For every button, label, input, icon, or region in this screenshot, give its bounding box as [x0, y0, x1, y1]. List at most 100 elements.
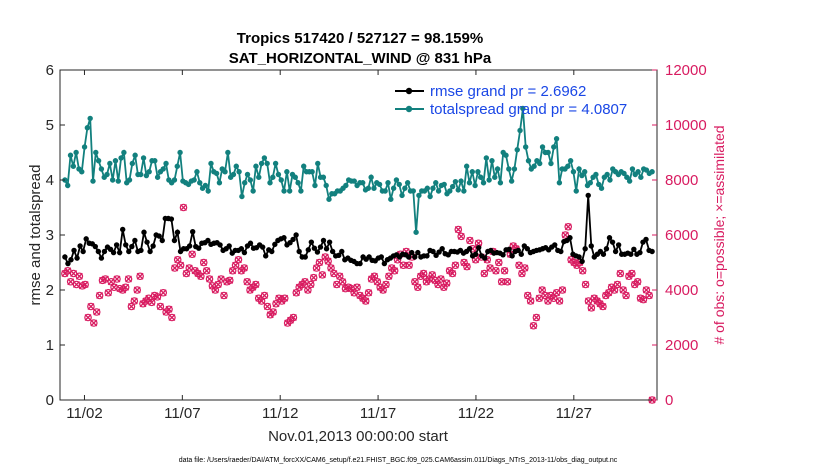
obs-assimilated-point	[81, 281, 89, 288]
rmse-point	[147, 248, 153, 255]
rmse-point	[123, 242, 129, 248]
rmse-point	[637, 249, 643, 256]
rmse-point	[68, 257, 74, 263]
obs-possible-point	[87, 302, 95, 311]
obs-assimilated-point	[301, 278, 309, 286]
obs-assimilated-point	[240, 264, 248, 272]
obs-possible-point	[309, 273, 318, 282]
totalspread-point	[402, 185, 408, 191]
rmse-point	[77, 243, 83, 249]
totalspread-point	[416, 192, 422, 199]
totalspread-point	[576, 166, 582, 172]
rmse-point	[415, 249, 421, 256]
totalspread-point	[466, 180, 473, 186]
obs-possible-point	[628, 269, 636, 278]
chart-title-line2: SAT_HORIZONTAL_WIND @ 831 hPa	[229, 50, 492, 67]
obs-assimilated-point	[451, 261, 459, 269]
totalspread-point	[455, 187, 461, 193]
totalspread-point	[461, 188, 467, 194]
obs-possible-point	[581, 280, 590, 289]
rmse-point	[293, 232, 299, 238]
obs-assimilated-point	[333, 281, 341, 288]
obs-possible-point	[124, 275, 133, 283]
rmse-point	[628, 251, 634, 257]
totalspread-point	[323, 182, 329, 189]
totalspread-point	[404, 180, 411, 186]
obs-assimilated-point	[530, 322, 537, 330]
obs-possible-point	[353, 283, 361, 292]
y-right-tick-label: 12000	[665, 62, 707, 79]
obs-possible-point	[90, 319, 98, 327]
obs-assimilated-point	[440, 283, 448, 291]
y-tick-label: 2	[46, 282, 54, 299]
data-file-footer: data file: /Users/raeder/DAI/ATM_forcXX/…	[179, 457, 618, 464]
totalspread-point	[475, 169, 481, 175]
totalspread-point	[202, 182, 209, 189]
obs-assimilated-point	[457, 232, 465, 240]
rmse-point	[472, 251, 479, 257]
obs-possible-point	[500, 266, 509, 275]
obs-assimilated-point	[125, 275, 132, 283]
plot-area	[60, 70, 657, 400]
totalspread-point	[556, 180, 563, 186]
rmse-point	[308, 239, 315, 245]
totalspread-point	[121, 149, 127, 156]
rmse-point	[567, 235, 573, 241]
rmse-point	[132, 237, 138, 244]
obs-assimilated-point	[405, 261, 413, 269]
rmse-point	[409, 249, 415, 256]
y-right-tick-label: 6000	[665, 227, 698, 244]
obs-possible-point	[497, 277, 506, 286]
obs-assimilated-point	[73, 281, 80, 288]
rmse-point	[196, 245, 202, 251]
totalspread-point	[463, 163, 470, 169]
x-tick-label: 11/22	[458, 405, 494, 422]
totalspread-point	[388, 196, 394, 202]
rmse-point	[65, 260, 71, 267]
totalspread-point	[143, 172, 150, 179]
obs-possible-point	[526, 297, 535, 305]
obs-assimilated-point	[399, 261, 407, 269]
rmse-point	[226, 243, 232, 249]
totalspread-point	[118, 155, 124, 161]
rmse-point	[406, 254, 412, 260]
obs-assimilated-point	[188, 250, 196, 258]
rmse-point	[357, 260, 363, 267]
obs-assimilated-point	[521, 264, 529, 272]
obs-possible-point	[442, 279, 451, 287]
obs-possible-point	[364, 288, 373, 297]
rmse-point	[150, 243, 156, 249]
totalspread-point	[393, 177, 400, 183]
obs-assimilated-point	[532, 314, 540, 321]
rmse-point	[615, 242, 622, 248]
totalspread-point	[489, 158, 495, 164]
obs-possible-point	[578, 266, 587, 275]
obs-assimilated-point	[628, 270, 636, 277]
rmse-point	[339, 248, 345, 255]
totalspread-point	[84, 125, 91, 131]
totalspread-point	[452, 178, 459, 185]
totalspread-point	[486, 177, 492, 183]
totalspread-point	[233, 163, 239, 169]
totalspread-point	[368, 174, 374, 180]
totalspread-point	[497, 180, 504, 186]
totalspread-point	[312, 182, 318, 189]
totalspread-point	[247, 177, 254, 183]
obs-possible-point	[168, 313, 176, 322]
obs-assimilated-point	[133, 286, 141, 294]
totalspread-point	[222, 169, 228, 175]
rmse-point	[518, 251, 524, 257]
obs-possible-point	[599, 302, 607, 311]
obs-possible-point	[199, 258, 208, 267]
rmse-point	[649, 248, 655, 255]
rmse-point	[612, 248, 619, 255]
obs-possible-point	[113, 275, 121, 283]
totalspread-point	[553, 136, 560, 142]
obs-possible-point	[494, 258, 503, 267]
obs-assimilated-point	[362, 297, 370, 305]
totalspread-point	[525, 158, 532, 164]
rmse-point	[381, 260, 388, 267]
obs-possible-point	[419, 269, 428, 278]
totalspread-point	[365, 185, 372, 191]
